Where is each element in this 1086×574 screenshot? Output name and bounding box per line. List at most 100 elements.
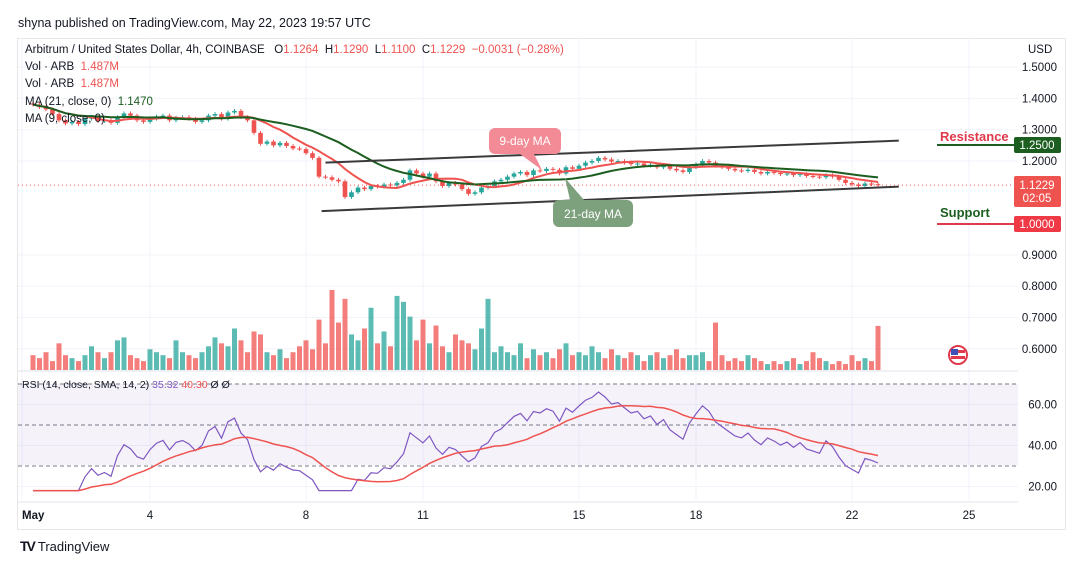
- volume-bar: [284, 358, 289, 370]
- volume-bar: [479, 328, 484, 370]
- volume-bar: [245, 352, 250, 370]
- volume-bar: [56, 343, 62, 370]
- volume-bar: [401, 301, 406, 370]
- volume-bar: [414, 340, 419, 370]
- volume-bar: [674, 349, 679, 370]
- candle: [420, 173, 426, 177]
- volume-bar: [30, 355, 36, 370]
- volume-bar: [427, 343, 432, 370]
- open-label: O: [274, 44, 284, 56]
- volume-bar: [726, 361, 731, 370]
- tradingview-logo-icon: TV: [20, 538, 36, 554]
- volume-bar: [95, 352, 101, 370]
- volume-bar: [232, 328, 237, 370]
- candle: [680, 170, 686, 172]
- candle: [264, 141, 270, 144]
- currency-flag-icon[interactable]: [948, 345, 968, 365]
- candle: [518, 171, 523, 174]
- volume-bar: [583, 355, 588, 370]
- volume-bar: [82, 355, 88, 370]
- rsi-sma-line: [33, 405, 879, 492]
- candle: [440, 181, 445, 187]
- candle: [219, 114, 224, 119]
- volume-bar: [173, 340, 179, 370]
- candle: [238, 110, 244, 118]
- volume-bar: [420, 319, 426, 370]
- price-tick-label: 1.5000: [1022, 62, 1057, 74]
- low-label: L: [374, 44, 382, 56]
- candle: [147, 118, 153, 122]
- volume-bar: [609, 349, 614, 370]
- published-line: shyna published on TradingView.com, May …: [18, 16, 371, 30]
- tradingview-logo[interactable]: TV TradingView: [20, 538, 109, 554]
- ma21-line: [32, 103, 879, 186]
- candle: [511, 173, 517, 177]
- volume-bar: [862, 358, 868, 370]
- volume-bar: [388, 346, 393, 370]
- candle: [726, 167, 731, 169]
- candle: [810, 176, 816, 178]
- time-tick-label: 18: [690, 510, 703, 522]
- volume-bar: [76, 361, 81, 370]
- candle: [732, 168, 738, 171]
- candle: [700, 161, 705, 165]
- volume-bar: [830, 364, 835, 370]
- volume-legend-2[interactable]: Vol · ARB 1.487M: [25, 78, 119, 90]
- volume-bar: [160, 355, 166, 370]
- candle: [258, 132, 263, 144]
- ma9-legend[interactable]: MA (9, close, 0): [25, 113, 105, 125]
- volume-bar: [492, 352, 497, 370]
- candle: [765, 171, 770, 174]
- volume-bar: [453, 334, 458, 370]
- change-value: −0.0031 (−0.28%): [471, 44, 564, 56]
- volume-bar: [485, 298, 491, 370]
- candle: [232, 110, 237, 113]
- candle: [336, 179, 341, 182]
- volume-bar: [875, 325, 881, 370]
- ma21-value: 1.1470: [117, 96, 153, 108]
- candle: [427, 173, 432, 177]
- resistance-label: Resistance: [940, 129, 1009, 144]
- candle: [869, 183, 874, 185]
- volume-bar: [856, 361, 861, 370]
- volume-bar: [505, 352, 510, 370]
- volume-bar: [635, 355, 640, 370]
- volume-legend-1[interactable]: Vol · ARB 1.487M: [25, 61, 119, 73]
- currency-label[interactable]: USD: [1028, 44, 1053, 56]
- volume-bar: [251, 331, 257, 370]
- volume-bar: [641, 361, 647, 370]
- ma21-legend[interactable]: MA (21, close, 0) 1.1470: [25, 96, 153, 108]
- volume-bar: [771, 361, 777, 370]
- volume-bar: [271, 355, 276, 370]
- candle: [56, 114, 62, 121]
- candle: [82, 118, 88, 125]
- rsi-line: [33, 391, 879, 492]
- candle: [446, 182, 452, 187]
- candle: [310, 153, 315, 158]
- volume-bar: [563, 343, 569, 370]
- candle: [661, 165, 666, 168]
- chart-frame: [17, 38, 1066, 530]
- volume-bar: [745, 355, 751, 370]
- volume-bar: [817, 358, 822, 370]
- rsi-legend[interactable]: RSI (14, close, SMA, 14, 2) 35.32 40.30 …: [22, 379, 230, 391]
- symbol-legend[interactable]: Arbitrum / United States Dollar, 4h, COI…: [25, 44, 564, 56]
- time-tick-label: 22: [846, 510, 859, 522]
- volume-bar: [37, 358, 42, 370]
- candle: [329, 177, 335, 180]
- rsi-tick-label: 60.00: [1028, 400, 1057, 412]
- candle: [596, 157, 601, 161]
- resistance-price-tag: 1.2500: [1014, 137, 1061, 153]
- volume-bar: [134, 358, 140, 370]
- volume-bar: [375, 343, 380, 370]
- volume-bar: [537, 355, 543, 370]
- candle: [667, 165, 673, 169]
- volume-bar: [693, 355, 699, 370]
- volume-bar: [167, 358, 172, 370]
- candle: [43, 107, 49, 110]
- candle: [459, 184, 465, 190]
- volume-bar: [804, 361, 809, 370]
- vol-value: 1.487M: [80, 78, 119, 90]
- candle: [407, 170, 413, 180]
